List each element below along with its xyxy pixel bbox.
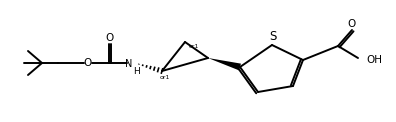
Text: O: O	[348, 19, 356, 29]
Text: O: O	[84, 58, 92, 68]
Text: or1: or1	[160, 75, 170, 80]
Text: or1: or1	[189, 44, 199, 49]
Text: S: S	[269, 30, 277, 43]
Text: O: O	[106, 33, 114, 43]
Polygon shape	[208, 58, 241, 70]
Text: OH: OH	[366, 55, 382, 65]
Text: H: H	[133, 67, 140, 76]
Text: N: N	[125, 59, 132, 69]
